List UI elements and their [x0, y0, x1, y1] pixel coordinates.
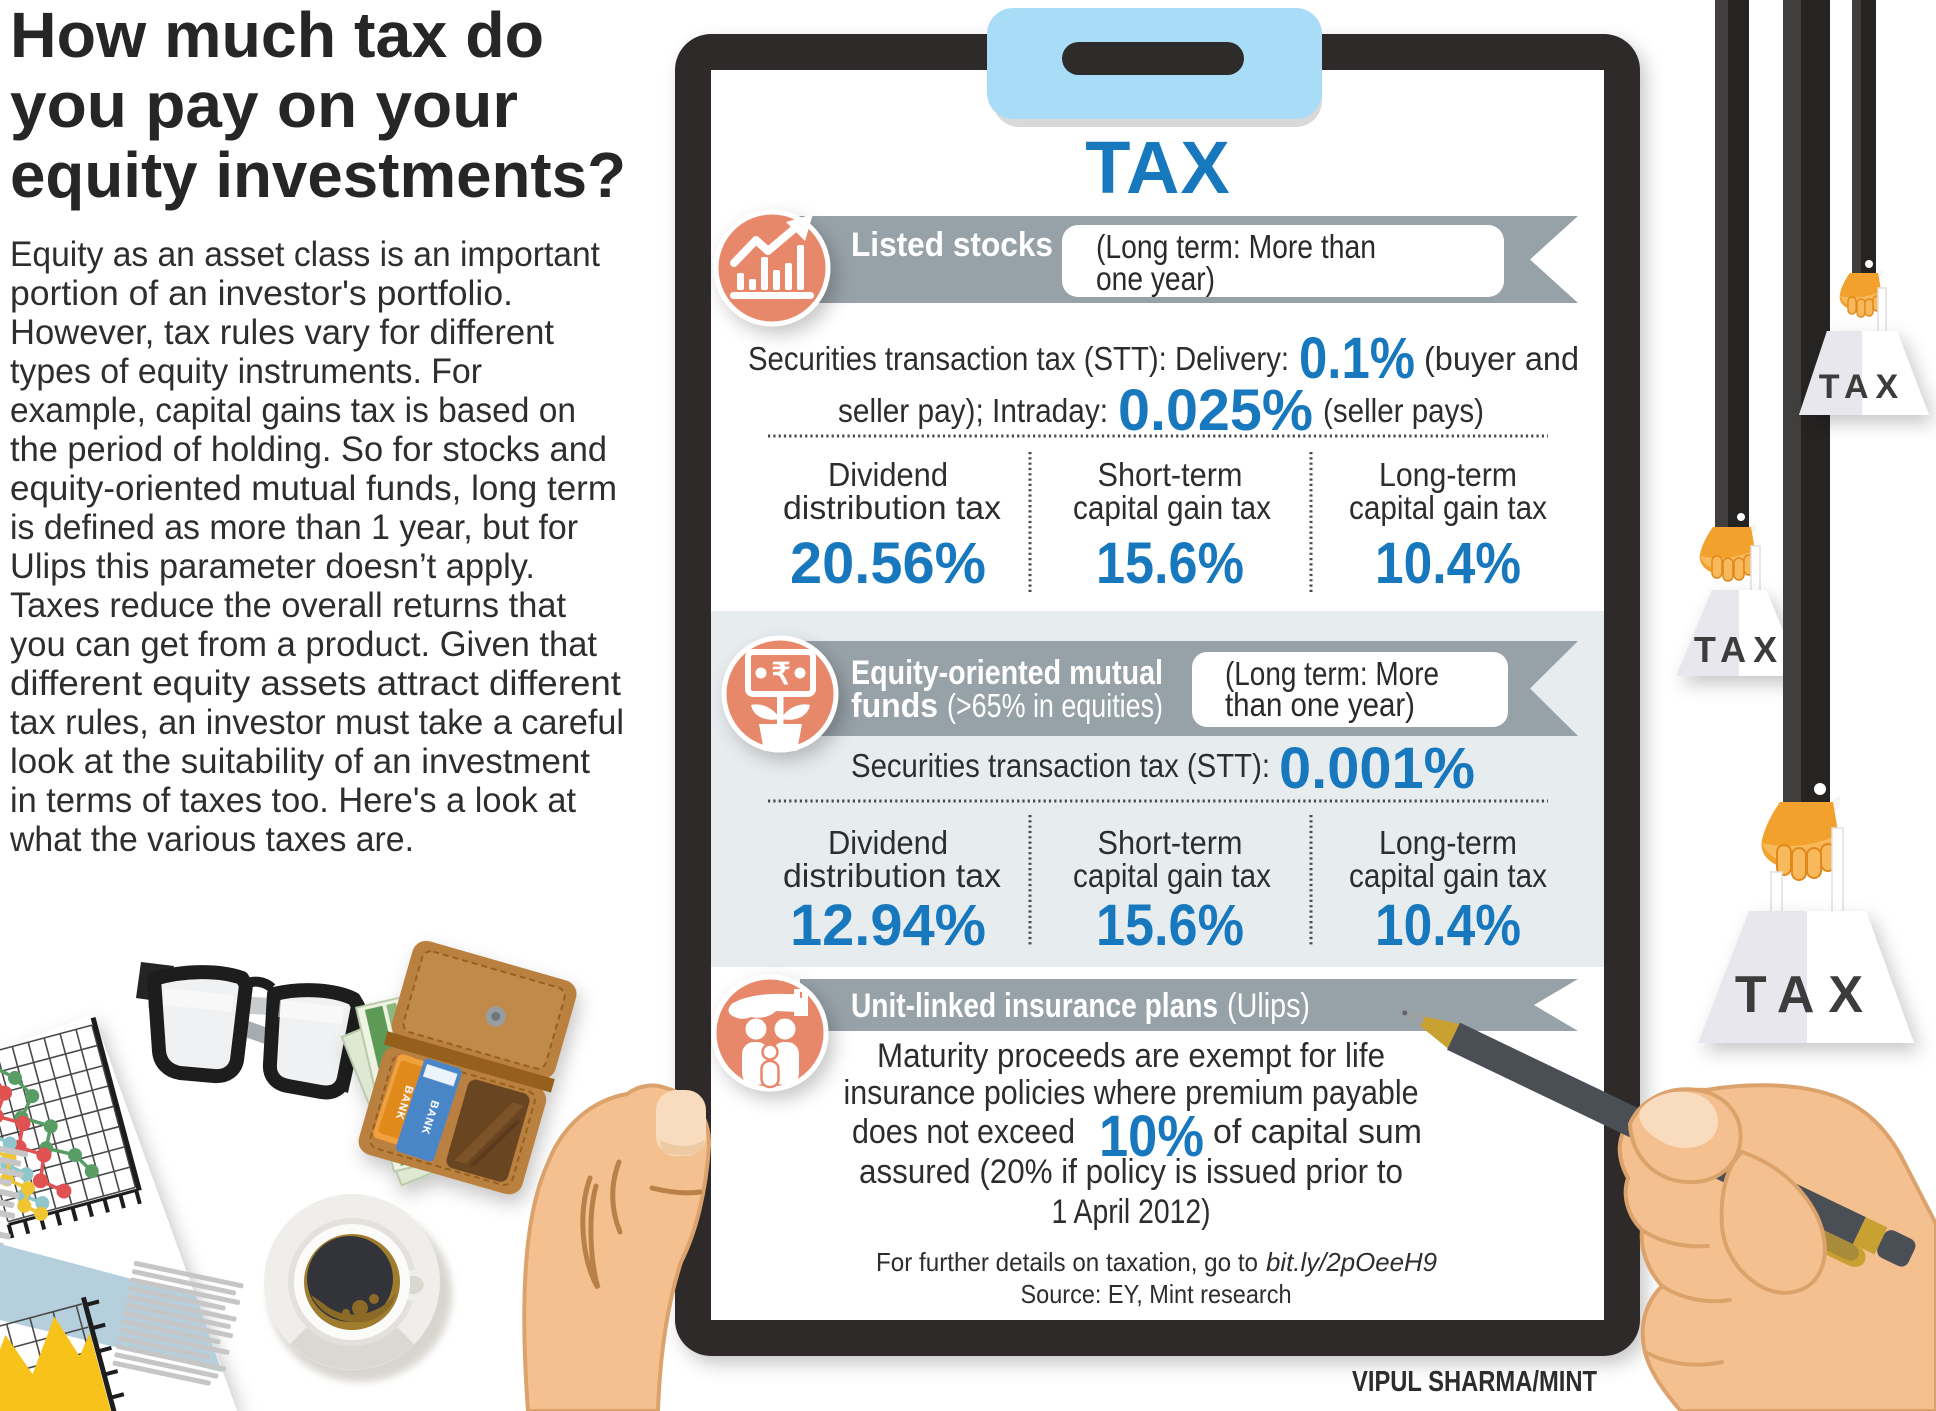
svg-text:TAX: TAX: [1735, 966, 1877, 1024]
svg-text:Short-term: Short-term: [1098, 824, 1243, 861]
svg-text:Long-term: Long-term: [1379, 456, 1517, 493]
svg-text:15.6%: 15.6%: [1096, 531, 1244, 596]
svg-text:For further details on taxatio: For further details on taxation, go to: [876, 1247, 1258, 1277]
svg-text:₹: ₹: [771, 658, 790, 691]
svg-text:15.6%: 15.6%: [1096, 893, 1244, 958]
svg-text:0.001%: 0.001%: [1279, 736, 1475, 801]
svg-text:(seller pays): (seller pays): [1323, 392, 1484, 429]
svg-text:(Long term: More than: (Long term: More than: [1096, 228, 1376, 265]
svg-text:Dividend: Dividend: [828, 824, 948, 861]
svg-text:what the various taxes are.: what the various taxes are.: [9, 820, 414, 859]
svg-text:does not exceed: does not exceed: [852, 1113, 1075, 1151]
svg-text:1 April 2012): 1 April 2012): [1052, 1193, 1211, 1231]
svg-text:Taxes reduce the overall retur: Taxes reduce the overall returns that: [10, 586, 566, 625]
svg-text:than one year): than one year): [1225, 686, 1415, 723]
svg-text:12.94%: 12.94%: [790, 893, 986, 958]
svg-text:Securities transaction tax (ST: Securities transaction tax (STT):: [851, 747, 1270, 784]
svg-text:Equity-oriented mutual: Equity-oriented mutual: [851, 654, 1163, 692]
svg-text:tax rules, an investor must ta: tax rules, an investor must take a caref…: [10, 703, 624, 742]
svg-text:the period of holding. So for: the period of holding. So for stocks and: [10, 430, 607, 469]
svg-text:one year): one year): [1096, 260, 1215, 297]
svg-text:Listed stocks: Listed stocks: [851, 226, 1053, 264]
svg-text:types of equity instruments. F: types of equity instruments. For: [10, 352, 482, 391]
svg-text:look at the suitability of an: look at the suitability of an investment: [10, 742, 590, 781]
svg-text:VIPUL SHARMA/MINT: VIPUL SHARMA/MINT: [1352, 1366, 1597, 1398]
svg-text:However, tax rules vary for di: However, tax rules vary for different: [10, 313, 554, 352]
svg-text:TAX: TAX: [1085, 126, 1231, 209]
svg-text:distribution tax: distribution tax: [783, 489, 1002, 526]
svg-text:equity investments?: equity investments?: [10, 139, 626, 211]
svg-text:(>65% in equities): (>65% in equities): [947, 687, 1163, 724]
svg-text:capital gain tax: capital gain tax: [1349, 857, 1547, 894]
svg-text:(Long term: More: (Long term: More: [1225, 655, 1439, 692]
svg-text:capital gain tax: capital gain tax: [1073, 857, 1271, 894]
svg-text:capital gain tax: capital gain tax: [1073, 489, 1271, 526]
svg-text:assured (20% if policy is issu: assured (20% if policy is issued prior t…: [859, 1153, 1403, 1191]
svg-text:Securities transaction tax (ST: Securities transaction tax (STT): Delive…: [748, 340, 1289, 377]
svg-text:How much tax do: How much tax do: [10, 0, 544, 71]
svg-text:(buyer and: (buyer and: [1424, 340, 1579, 377]
svg-text:Short-term: Short-term: [1098, 456, 1243, 493]
svg-text:20.56%: 20.56%: [790, 531, 986, 596]
svg-text:in terms of taxes too. Here's: in terms of taxes too. Here's a look at: [10, 781, 576, 820]
svg-text:insurance policies where premi: insurance policies where premium payable: [844, 1074, 1419, 1112]
svg-text:distribution tax: distribution tax: [783, 857, 1002, 894]
svg-text:TAX: TAX: [1694, 629, 1784, 670]
svg-text:TAX: TAX: [1819, 368, 1905, 406]
svg-text:funds: funds: [851, 687, 938, 725]
svg-text:you can get from a product. Gi: you can get from a product. Given that: [10, 625, 597, 664]
svg-text:Dividend: Dividend: [828, 456, 948, 493]
svg-text:bit.ly/2pOeeH9: bit.ly/2pOeeH9: [1266, 1247, 1437, 1277]
svg-text:Maturity proceeds are exempt f: Maturity proceeds are exempt for life: [877, 1037, 1385, 1075]
svg-text:seller pay); Intraday:: seller pay); Intraday:: [838, 392, 1108, 429]
svg-text:Ulips this parameter doesn’t a: Ulips this parameter doesn’t apply.: [10, 547, 535, 586]
svg-text:(Ulips): (Ulips): [1227, 987, 1310, 1025]
svg-text:0.1%: 0.1%: [1299, 326, 1415, 391]
svg-text:different equity assets attrac: different equity assets attract differen…: [10, 664, 621, 703]
svg-text:Unit-linked insurance plans: Unit-linked insurance plans: [851, 987, 1218, 1025]
svg-text:portion of an investor's portf: portion of an investor's portfolio.: [10, 274, 513, 313]
svg-text:Long-term: Long-term: [1379, 824, 1517, 861]
svg-text:example, capital gains tax is: example, capital gains tax is based on: [10, 391, 576, 430]
svg-text:of capital sum: of capital sum: [1213, 1113, 1422, 1151]
svg-text:Equity as an asset class is an: Equity as an asset class is an important: [10, 235, 600, 274]
svg-text:is defined as more than 1 year: is defined as more than 1 year, but for: [10, 508, 578, 547]
svg-text:equity-oriented mutual funds,: equity-oriented mutual funds, long term: [10, 469, 617, 508]
svg-text:10%: 10%: [1099, 1104, 1204, 1169]
svg-text:10.4%: 10.4%: [1375, 531, 1521, 596]
svg-text:you pay on your: you pay on your: [10, 69, 518, 141]
svg-text:0.025%: 0.025%: [1118, 378, 1313, 443]
svg-text:10.4%: 10.4%: [1375, 893, 1521, 958]
svg-text:Source: EY, Mint research: Source: EY, Mint research: [1021, 1279, 1292, 1309]
svg-text:capital gain tax: capital gain tax: [1349, 489, 1547, 526]
